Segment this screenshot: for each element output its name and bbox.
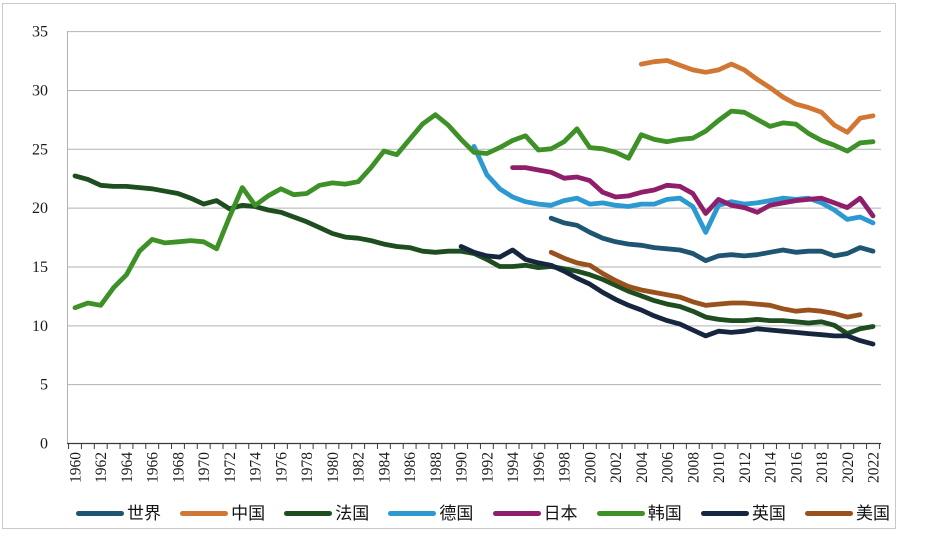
legend-label: 日本 [543, 504, 578, 523]
x-axis-label: 2020 [840, 452, 857, 483]
chart-frame [2, 3, 896, 529]
x-axis-label: 1966 [145, 452, 162, 483]
chart-legend: 世界 中国 法国 德国 日本 韩国 英国 美国 [76, 500, 890, 527]
series-line-usa [548, 249, 863, 320]
legend-label: 韩国 [647, 504, 682, 523]
legend-label: 世界 [127, 504, 161, 523]
legend-item-korea: 韩国 [596, 504, 682, 523]
x-axis-label: 2004 [634, 452, 651, 483]
x-axis-label: 2022 [866, 452, 883, 483]
x-axis-label: 2010 [711, 452, 728, 483]
legend-line-swatch-usa [804, 511, 853, 516]
series-line-world [548, 215, 876, 264]
x-axis-label: 2014 [763, 452, 780, 483]
series-line-korea [72, 108, 876, 311]
x-axis-label: 2016 [788, 452, 805, 483]
series-line-uk [458, 244, 876, 347]
legend-label: 法国 [335, 504, 370, 523]
x-axis-label: 1974 [248, 452, 265, 483]
legend-line-swatch-korea [596, 511, 645, 516]
legend-line-swatch-world [76, 511, 124, 516]
x-axis-label: 2018 [814, 452, 831, 483]
legend-line-swatch-china [180, 511, 229, 516]
x-axis-label: 2006 [660, 452, 677, 483]
legend-item-world: 世界 [76, 505, 161, 522]
x-axis-label: 1990 [454, 452, 471, 483]
x-axis-label: 1976 [273, 452, 290, 483]
x-axis-label: 1960 [68, 452, 85, 483]
y-axis-label: 10 [32, 318, 48, 335]
x-axis-label: 1994 [505, 452, 522, 483]
x-axis-label: 1984 [376, 452, 393, 483]
x-axis-label: 1964 [119, 452, 136, 483]
x-axis-label: 2002 [608, 452, 625, 483]
series-line-germany [471, 143, 876, 235]
y-axis-label: 5 [40, 377, 48, 394]
legend-item-france: 法国 [284, 505, 369, 522]
x-axis-label: 1968 [170, 452, 187, 483]
x-axis-label: 1996 [531, 452, 548, 483]
y-axis-label: 25 [32, 141, 48, 158]
x-axis-label: 1978 [299, 452, 316, 483]
x-axis-label: 1998 [557, 452, 574, 483]
series-line-china [638, 58, 876, 135]
x-axis-label: 1980 [325, 452, 342, 483]
y-axis-label: 20 [32, 200, 48, 217]
legend-item-usa: 美国 [804, 504, 890, 523]
x-axis-label: 2012 [737, 452, 754, 483]
legend-line-swatch-france [284, 511, 333, 516]
y-axis-label: 0 [40, 436, 48, 453]
x-axis-label: 2000 [582, 452, 599, 483]
legend-line-swatch-germany [388, 511, 437, 516]
legend-label: 中国 [231, 504, 266, 523]
legend-item-uk: 英国 [700, 504, 786, 523]
x-axis-label: 1986 [402, 452, 419, 483]
x-axis-label: 1970 [196, 452, 213, 483]
legend-label: 美国 [855, 504, 890, 523]
x-axis-label: 1982 [351, 452, 368, 483]
legend-item-japan: 日本 [492, 504, 578, 523]
legend-item-germany: 德国 [388, 505, 473, 522]
series-line-japan [510, 165, 876, 219]
y-axis-label: 30 [32, 82, 48, 99]
x-axis-label: 1972 [222, 452, 239, 483]
x-axis-label: 1962 [93, 452, 110, 483]
legend-line-swatch-japan [492, 511, 541, 516]
x-axis-label: 2008 [685, 452, 702, 483]
legend-line-swatch-uk [700, 511, 749, 516]
x-axis-label: 1988 [428, 452, 445, 483]
legend-label: 德国 [439, 504, 474, 523]
x-axis-label: 1992 [479, 452, 496, 483]
y-axis-label: 15 [32, 259, 48, 276]
legend-item-china: 中国 [180, 505, 265, 522]
y-axis-label: 35 [32, 24, 48, 41]
legend-label: 英国 [751, 504, 786, 523]
